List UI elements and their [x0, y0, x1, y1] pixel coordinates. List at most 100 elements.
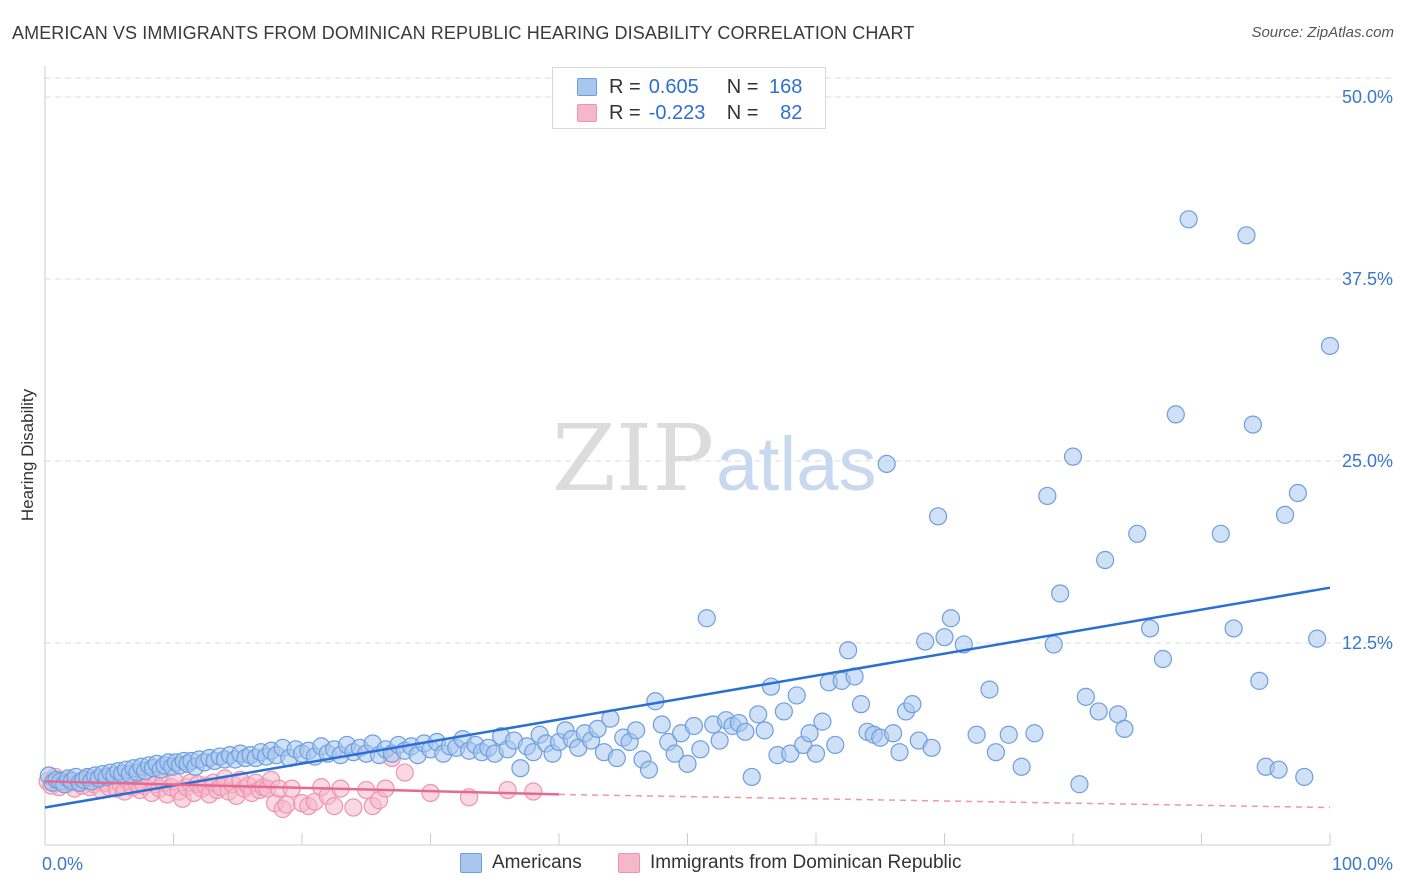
legend-label-americans: Americans	[492, 852, 582, 873]
y-tick-label: 50.0%	[1342, 87, 1393, 107]
data-point-americans	[890, 743, 909, 762]
data-point-americans	[1308, 629, 1327, 648]
x-tick-label-max: 100.0%	[1332, 854, 1393, 874]
data-point-immigrants	[421, 783, 440, 803]
data-point-americans	[1063, 447, 1083, 466]
trend-line-americans	[44, 586, 1331, 809]
data-point-immigrants	[498, 780, 517, 800]
data-point-americans	[691, 740, 710, 759]
data-point-americans	[1211, 524, 1230, 543]
stats-legend: R = 0.605 N = 168 R = -0.223 N = 82	[552, 67, 826, 129]
trend-lines	[44, 586, 1331, 809]
trend-line-immigrants-extrapolated	[558, 793, 1331, 809]
data-point-americans	[883, 724, 903, 743]
source-label: Source: ZipAtlas.com	[1251, 24, 1394, 41]
stats-legend-row-americans: R = 0.605 N = 168	[577, 75, 802, 99]
data-point-immigrants	[277, 795, 296, 814]
data-point-americans	[1250, 671, 1269, 690]
data-point-immigrants	[524, 782, 543, 801]
data-point-americans	[967, 725, 986, 744]
data-point-americans	[736, 722, 755, 741]
data-point-americans	[928, 507, 948, 526]
data-point-americans	[626, 721, 646, 740]
stats-legend-row-immigrants: R = -0.223 N = 82	[577, 101, 802, 125]
americans-legend-swatch-icon	[460, 853, 482, 873]
data-point-americans	[639, 760, 659, 779]
data-point-americans	[1089, 702, 1108, 721]
data-point-americans	[755, 721, 774, 740]
data-point-americans	[941, 609, 961, 628]
y-tick-label: 12.5%	[1342, 633, 1393, 653]
n-value: 168	[769, 75, 803, 98]
legend-label-immigrants: Immigrants from Dominican Republic	[650, 852, 962, 873]
data-point-americans	[1128, 524, 1147, 543]
r-value: 0.605	[648, 75, 699, 98]
data-point-americans	[1320, 336, 1340, 356]
r-value: -0.223	[648, 101, 706, 124]
data-point-americans	[1070, 775, 1089, 794]
americans-swatch-icon	[577, 78, 597, 96]
data-point-americans	[607, 748, 626, 768]
legend-item-immigrants[interactable]: Immigrants from Dominican Republic	[618, 852, 962, 874]
data-point-americans	[986, 743, 1006, 762]
data-point-americans	[806, 744, 826, 763]
data-point-americans	[922, 738, 941, 757]
data-point-americans	[684, 716, 704, 736]
data-point-americans	[1044, 635, 1063, 654]
data-point-americans	[1153, 649, 1173, 669]
data-point-americans	[1025, 724, 1044, 743]
x-tick-label-min: 0.0%	[42, 854, 83, 874]
y-tick-label: 37.5%	[1342, 269, 1393, 289]
data-point-americans	[1012, 757, 1031, 776]
y-axis-title: Hearing Disability	[18, 388, 37, 521]
data-point-americans	[1166, 405, 1185, 424]
data-point-americans	[1237, 226, 1256, 245]
data-point-americans	[1224, 619, 1243, 638]
data-point-americans	[1275, 505, 1295, 524]
data-point-americans	[781, 744, 800, 763]
n-label: N =	[726, 101, 759, 124]
data-point-americans	[800, 724, 819, 743]
y-tick-label: 25.0%	[1342, 451, 1393, 471]
data-point-americans	[1096, 550, 1115, 570]
data-point-americans	[749, 705, 768, 724]
data-point-americans	[1295, 767, 1314, 787]
axes	[44, 66, 1331, 846]
data-point-americans	[877, 454, 896, 474]
data-point-americans	[1243, 415, 1263, 434]
series-americans-points	[39, 210, 1340, 794]
legend-item-americans[interactable]: Americans	[460, 852, 582, 874]
axis-labels: 12.5% 25.0% 37.5% 50.0% 0.0% 100.0% Hearing Di…	[18, 87, 1393, 874]
r-label: R =	[609, 75, 641, 98]
data-point-americans	[1179, 210, 1198, 229]
n-value: 82	[780, 101, 803, 124]
watermark-zip: ZIP	[552, 405, 714, 512]
data-point-americans	[1140, 619, 1160, 638]
data-point-immigrants	[395, 763, 414, 782]
data-point-americans	[1269, 760, 1288, 779]
data-point-americans	[813, 712, 832, 731]
data-point-americans	[524, 743, 543, 762]
data-point-immigrants	[325, 796, 344, 816]
watermark-atlas: atlas	[716, 422, 877, 507]
data-point-americans	[999, 725, 1018, 744]
series-legend: Americans Immigrants from Dominican Repu…	[0, 852, 1406, 876]
data-point-americans	[665, 744, 684, 763]
data-point-americans	[826, 735, 845, 755]
data-point-americans	[678, 754, 697, 773]
data-point-americans	[742, 767, 761, 787]
data-point-americans	[1038, 486, 1057, 506]
data-point-americans	[980, 680, 999, 699]
data-point-americans	[710, 731, 729, 750]
data-point-americans	[511, 759, 530, 778]
data-point-americans	[916, 632, 935, 651]
data-point-americans	[761, 677, 781, 696]
immigrants-swatch-icon	[577, 104, 597, 122]
data-point-americans	[697, 609, 716, 628]
data-point-americans	[652, 715, 671, 734]
r-label: R =	[609, 101, 641, 124]
chart-title: AMERICAN VS IMMIGRANTS FROM DOMINICAN RE…	[12, 23, 915, 43]
n-label: N =	[726, 75, 759, 98]
data-point-americans	[588, 719, 607, 739]
